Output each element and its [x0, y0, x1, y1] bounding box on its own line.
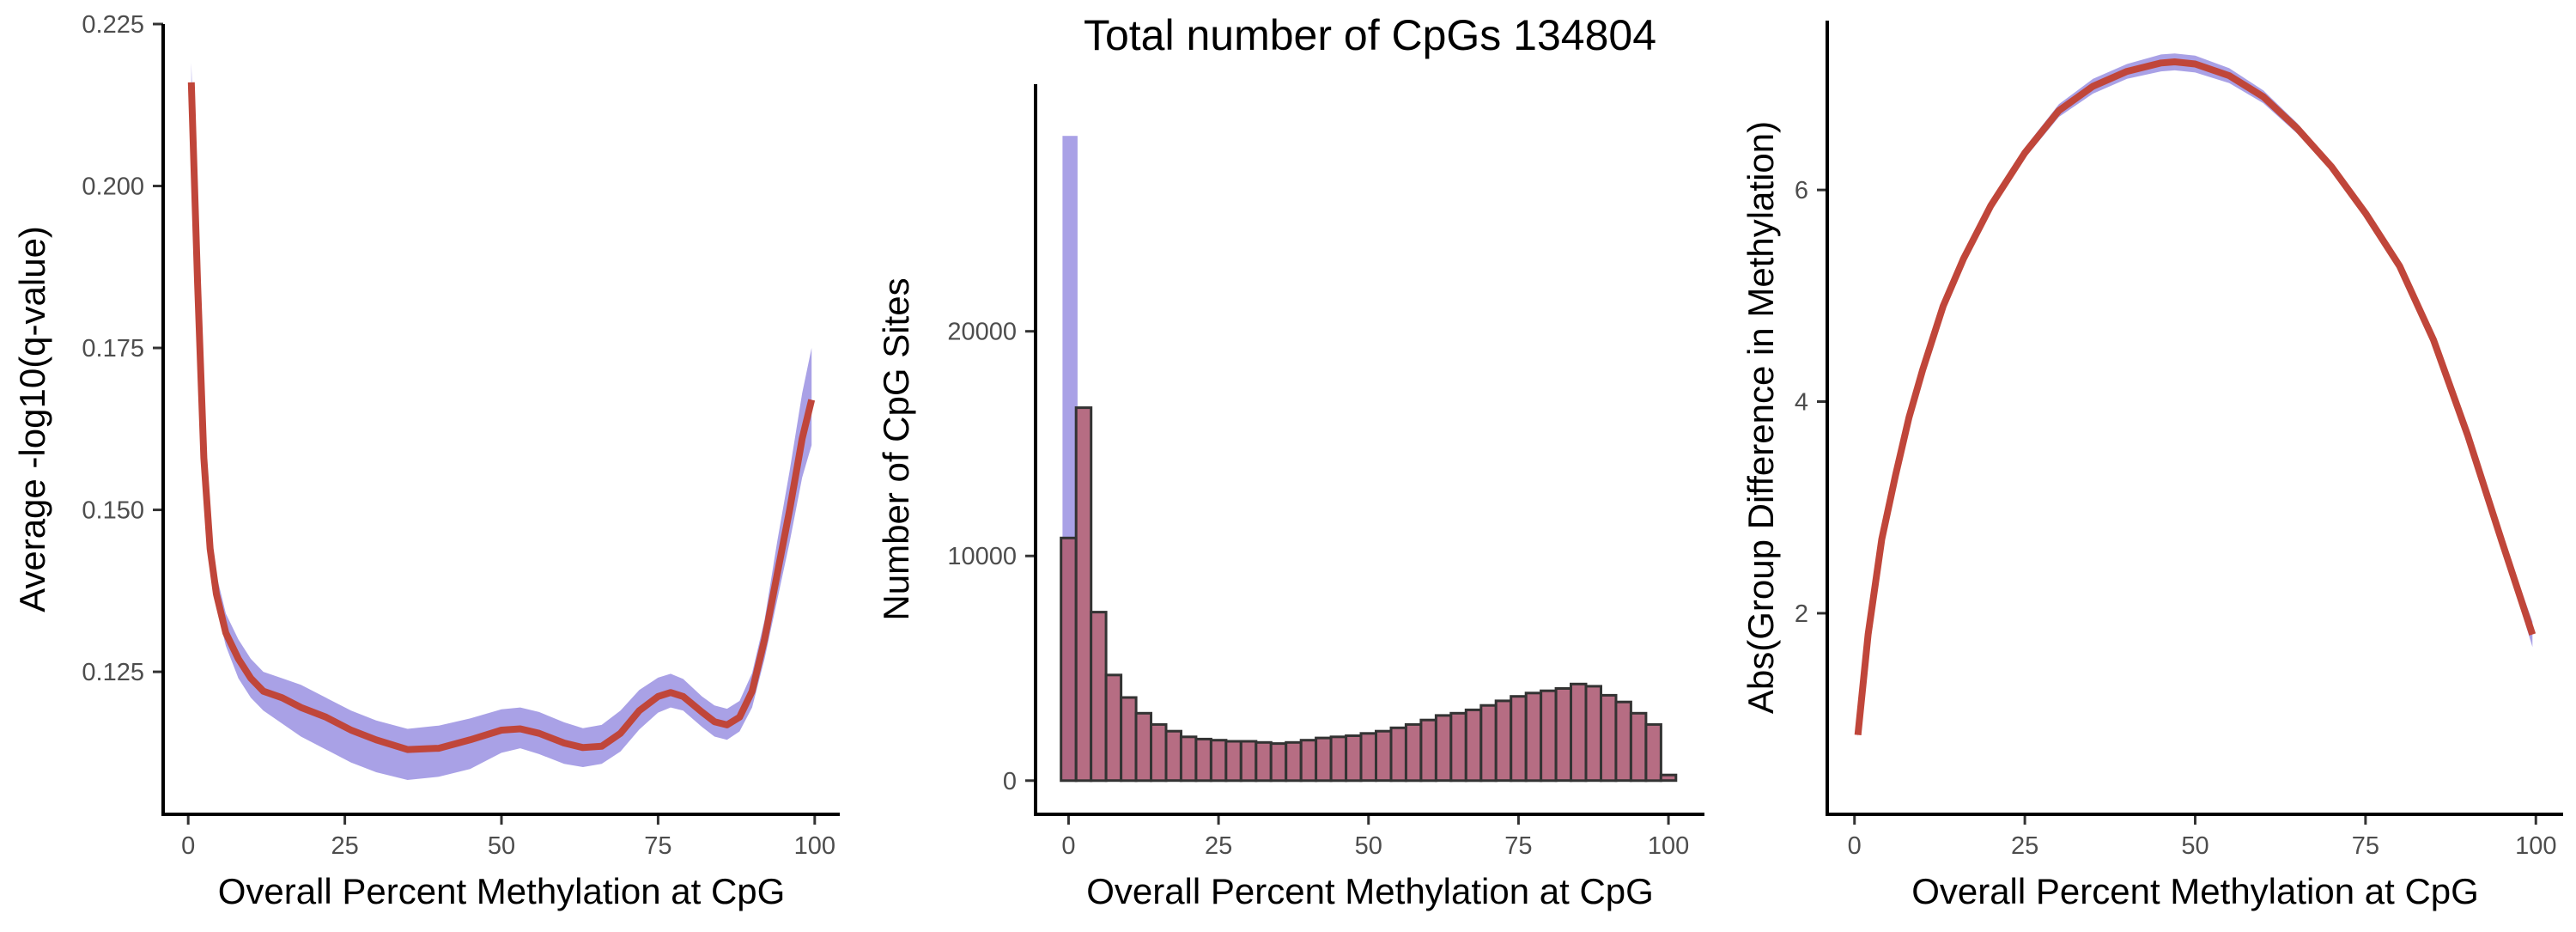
panel-group-difference: 0 25 50 75 100 2 4 6 Overall Percent Methylatio…	[1741, 21, 2563, 911]
histogram-bar	[1224, 740, 1242, 783]
difference-ticks: 0 25 50 75 100 2 4 6	[1795, 177, 2557, 860]
histogram-bar	[1239, 740, 1258, 783]
histogram-bar	[1299, 739, 1318, 783]
x-tick-label: 100	[1648, 832, 1689, 860]
histogram-bar	[1644, 722, 1662, 783]
histogram-bar	[1659, 773, 1678, 783]
y-tick-label: 0.225	[82, 11, 144, 39]
histogram-bar	[1419, 718, 1437, 783]
y-tick-label: 20000	[947, 319, 1017, 346]
histogram-bar	[1164, 729, 1182, 783]
histogram-bar	[1449, 711, 1467, 783]
histogram-bar	[1389, 726, 1407, 783]
x-tick-label: 0	[181, 832, 195, 860]
x-tick-label: 25	[2011, 832, 2038, 860]
qvalue-ci-ribbon	[191, 63, 812, 780]
qvalue-y-axis-title: Average -log10(q-value)	[12, 226, 52, 612]
histogram-bars	[1060, 136, 1678, 783]
x-tick-label: 25	[331, 832, 358, 860]
histogram-x-axis-title: Overall Percent Methylation at CpG	[1086, 871, 1654, 911]
histogram-bar	[1194, 737, 1212, 783]
histogram-bar	[1209, 739, 1228, 783]
y-tick-label: 0	[1003, 768, 1017, 795]
histogram-bar	[1404, 722, 1423, 783]
histogram-axes	[1034, 84, 1704, 816]
histogram-bar	[1375, 729, 1393, 783]
histogram-bar	[1329, 735, 1348, 783]
histogram-y-axis-title: Number of CpG Sites	[876, 277, 916, 620]
difference-x-axis-title: Overall Percent Methylation at CpG	[1911, 871, 2479, 911]
histogram-bar	[1540, 689, 1558, 783]
histogram-bar	[1104, 673, 1123, 783]
histogram-ticks: 0 25 50 75 100 0 10000 20000	[947, 319, 1689, 860]
qvalue-ticks: 0 25 50 75 100 0.125 0.150 0.175 0.200 0.225	[82, 11, 835, 860]
histogram-bar	[1494, 699, 1513, 783]
histogram-bar	[1524, 691, 1543, 783]
histogram-bar	[1614, 700, 1632, 783]
histogram-bar	[1120, 696, 1138, 783]
x-tick-label: 25	[1205, 832, 1232, 860]
histogram-bar	[1255, 740, 1273, 783]
x-tick-label: 75	[1504, 832, 1532, 860]
x-tick-label: 100	[2515, 832, 2556, 860]
histogram-bar	[1359, 732, 1377, 783]
histogram-bar	[1570, 682, 1588, 783]
x-tick-label: 0	[1848, 832, 1862, 860]
x-tick-label: 0	[1061, 832, 1075, 860]
y-tick-label: 4	[1795, 389, 1808, 417]
x-tick-label: 50	[2181, 832, 2208, 860]
x-tick-label: 75	[644, 832, 671, 860]
difference-axes	[1826, 21, 2563, 816]
x-tick-label: 50	[1355, 832, 1382, 860]
histogram-title: Total number of CpGs 134804	[1084, 11, 1656, 59]
histogram-bar	[1090, 611, 1108, 783]
x-tick-label: 50	[488, 832, 515, 860]
histogram-bar	[1269, 742, 1288, 783]
panel-qvalue: 0 25 50 75 100 0.125 0.150 0.175 0.200 0.225 Over…	[12, 11, 840, 911]
difference-y-axis-title: Abs(Group Difference in Methylation)	[1741, 121, 1781, 714]
histogram-bar	[1434, 714, 1453, 783]
histogram-bar	[1150, 722, 1168, 783]
histogram-bar	[1584, 685, 1602, 783]
y-tick-label: 2	[1795, 600, 1808, 628]
y-tick-label: 0.175	[82, 335, 144, 362]
histogram-bar	[1060, 536, 1078, 783]
histogram-bar	[1554, 687, 1573, 783]
histogram-bar	[1345, 734, 1363, 783]
histogram-bar	[1179, 735, 1198, 783]
y-tick-label: 6	[1795, 177, 1808, 204]
histogram-bar	[1134, 711, 1152, 783]
histogram-bar	[1464, 708, 1483, 783]
qvalue-axes	[161, 24, 840, 816]
histogram-bar	[1629, 711, 1648, 783]
histogram-bar	[1510, 695, 1528, 783]
histogram-bar	[1315, 736, 1333, 783]
panel-histogram: Total number of CpGs 134804 0 25 50 75 100 0 1…	[876, 11, 1704, 911]
difference-ci-ribbon	[1857, 53, 2533, 738]
histogram-bar	[1600, 693, 1618, 783]
x-tick-label: 100	[794, 832, 835, 860]
y-tick-label: 10000	[947, 543, 1017, 570]
y-tick-label: 0.125	[82, 659, 144, 686]
difference-smooth-line	[1854, 58, 2537, 736]
qvalue-smooth-line	[187, 82, 816, 753]
x-tick-label: 75	[2352, 832, 2379, 860]
y-tick-label: 0.200	[82, 174, 144, 201]
histogram-bar	[1479, 704, 1498, 783]
histogram-bar	[1074, 406, 1093, 783]
y-tick-label: 0.150	[82, 497, 144, 525]
qvalue-x-axis-title: Overall Percent Methylation at CpG	[218, 871, 786, 911]
histogram-bar	[1285, 740, 1303, 783]
